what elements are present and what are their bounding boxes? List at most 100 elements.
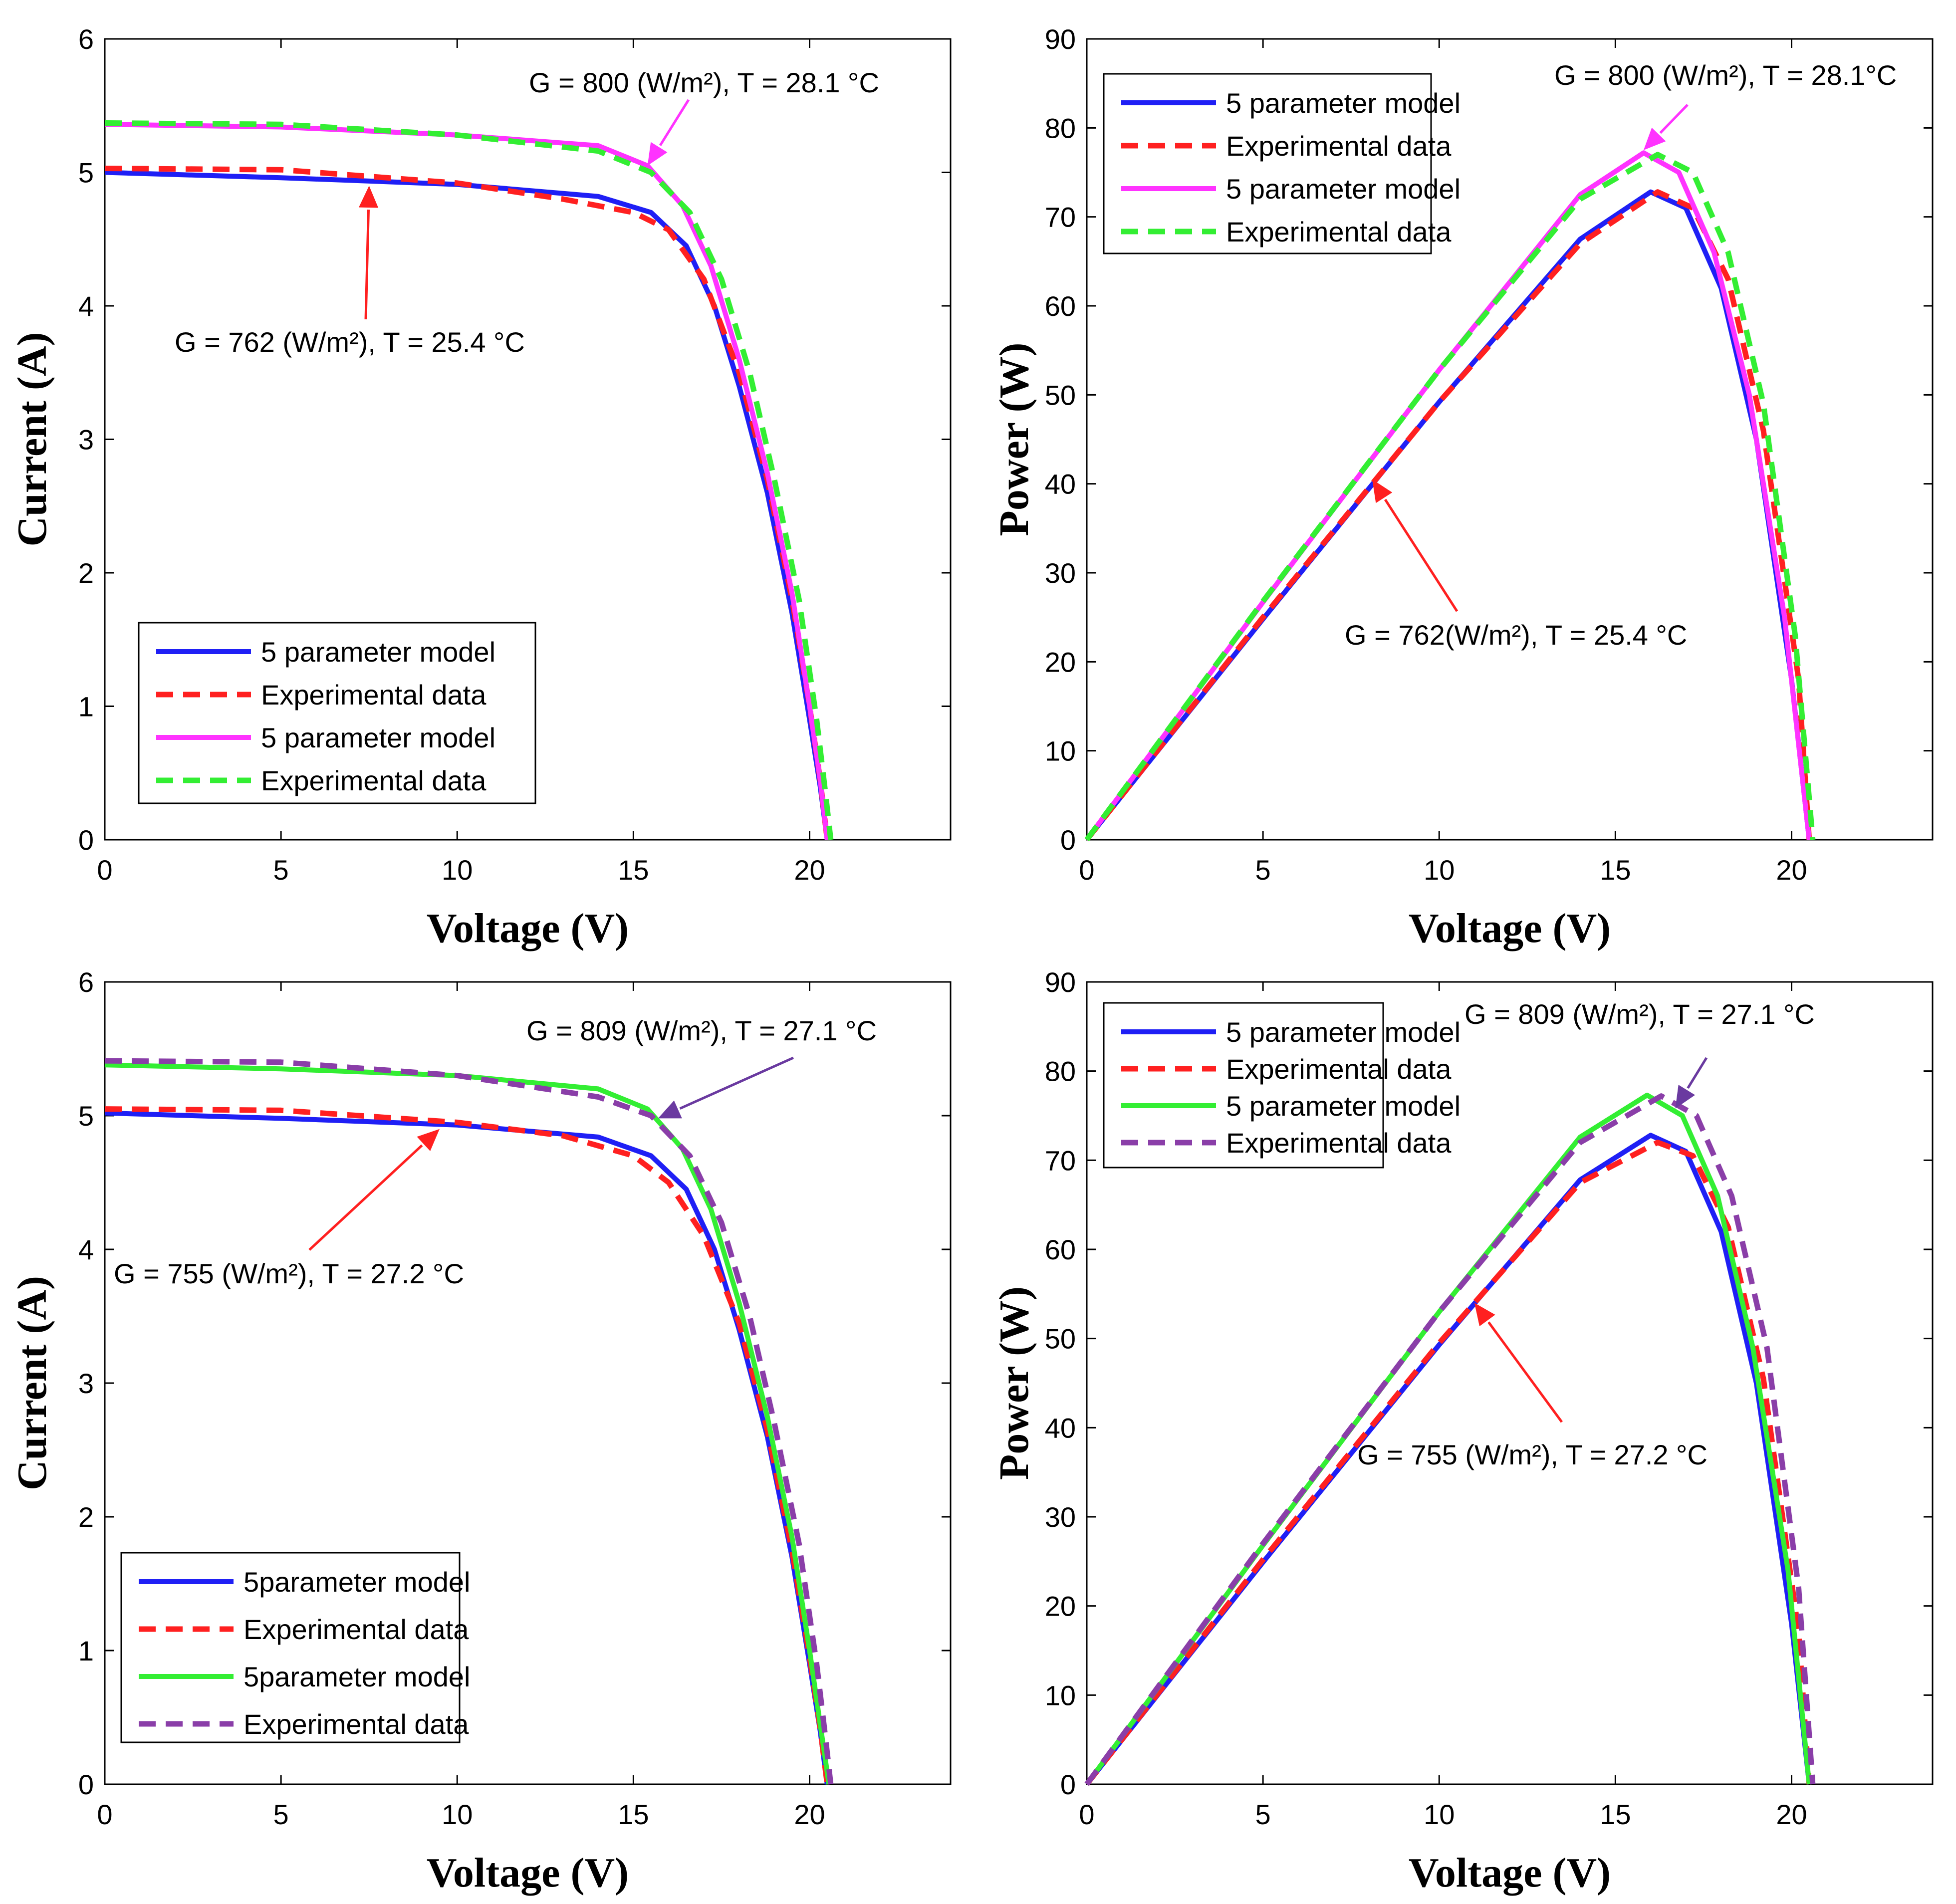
y-tick-label: 4 bbox=[78, 290, 94, 322]
legend-label-1: 5 parameter model bbox=[1226, 87, 1461, 119]
series-line-2 bbox=[104, 166, 830, 840]
x-tick-label: 0 bbox=[1079, 854, 1094, 886]
x-tick-label: 15 bbox=[1600, 1799, 1631, 1830]
annotation-arrowhead bbox=[417, 1129, 440, 1151]
legend-label-3: 5 parameter model bbox=[261, 722, 495, 753]
legend-label-4: Experimental data bbox=[1226, 216, 1452, 247]
y-tick-label: 5 bbox=[78, 157, 94, 189]
x-tick-label: 0 bbox=[1079, 1799, 1094, 1830]
legend-label-2: Experimental data bbox=[244, 1614, 469, 1645]
y-tick-label: 40 bbox=[1045, 1412, 1076, 1443]
y-tick-label: 30 bbox=[1045, 1501, 1076, 1533]
annotation-1: G = 800 (W/m²), T = 28.1 °C bbox=[529, 67, 879, 166]
annotation-arrowhead bbox=[1474, 1303, 1495, 1327]
legend: 5parameter model Experimental data 5parame… bbox=[120, 1552, 470, 1743]
annotation-arrow bbox=[679, 1056, 794, 1110]
legend-label-2: Experimental data bbox=[1226, 1053, 1452, 1085]
x-tick-label: 10 bbox=[1424, 854, 1455, 886]
series-line-1 bbox=[1085, 1133, 1812, 1786]
y-tick-label: 50 bbox=[1045, 379, 1076, 411]
legend-label-2: Experimental data bbox=[1226, 130, 1452, 162]
annotation-text: G = 762(W/m²), T = 25.4 °C bbox=[1345, 619, 1687, 651]
y-tick-label: 60 bbox=[1045, 1234, 1076, 1265]
y-tick-label: 70 bbox=[1045, 202, 1076, 233]
x-tick-label: 10 bbox=[1424, 1799, 1455, 1830]
annotation-1: G = 800 (W/m²), T = 28.1°C bbox=[1554, 59, 1897, 150]
annotation-2: G = 762(W/m²), T = 25.4 °C bbox=[1345, 479, 1687, 651]
x-tick-label: 15 bbox=[1600, 854, 1631, 886]
chart-panel-4: 0 5 10 15 20 0 10 20 30 40 50 60 70 80 90 Voltage (V) Po… bbox=[991, 966, 1934, 1896]
x-axis-label: Voltage (V) bbox=[1409, 1850, 1611, 1896]
y-tick-label: 2 bbox=[78, 1501, 94, 1533]
y-tick-label: 6 bbox=[78, 966, 94, 998]
annotation-arrow bbox=[659, 99, 690, 146]
y-tick-label: 4 bbox=[78, 1234, 94, 1265]
chart-panel-3: 0 5 10 15 20 0 1 2 3 4 5 6 Voltage (V) Current (A) 5pa… bbox=[9, 966, 952, 1896]
annotation-1: G = 809 (W/m²), T = 27.1 °C bbox=[1465, 998, 1815, 1109]
x-tick-label: 20 bbox=[1776, 1799, 1807, 1830]
annotation-text: G = 800 (W/m²), T = 28.1°C bbox=[1554, 59, 1897, 91]
series-line-2 bbox=[1084, 1140, 1812, 1786]
y-tick-label: 3 bbox=[78, 424, 94, 456]
legend: 5 parameter model Experimental data 5 para… bbox=[138, 622, 536, 804]
y-axis-label: Power (W) bbox=[991, 343, 1037, 536]
x-tick-label: 20 bbox=[1776, 854, 1807, 886]
y-tick-label: 80 bbox=[1045, 112, 1076, 144]
annotation-arrowhead bbox=[1643, 127, 1666, 150]
y-tick-label: 10 bbox=[1045, 1679, 1076, 1711]
y-tick-label: 60 bbox=[1045, 290, 1076, 322]
y-tick-label: 50 bbox=[1045, 1323, 1076, 1355]
series-line-2 bbox=[1084, 189, 1812, 842]
annotation-arrow bbox=[1487, 1321, 1563, 1423]
x-tick-label: 5 bbox=[1255, 854, 1271, 886]
x-tick-label: 20 bbox=[794, 1799, 825, 1830]
legend: 5 parameter model Experimental data 5 para… bbox=[1103, 73, 1461, 254]
legend-label-1: 5 parameter model bbox=[1226, 1016, 1461, 1048]
series-line-4 bbox=[104, 120, 834, 840]
annotation-arrow bbox=[1659, 104, 1689, 134]
annotation-text: G = 809 (W/m²), T = 27.1 °C bbox=[1465, 998, 1815, 1030]
legend-label-4: Experimental data bbox=[244, 1708, 469, 1740]
annotation-2: G = 755 (W/m²), T = 27.2 °C bbox=[1357, 1303, 1708, 1470]
legend: 5 parameter model Experimental data 5 para… bbox=[1103, 1002, 1461, 1169]
y-tick-label: 2 bbox=[78, 557, 94, 589]
annotation-arrowhead bbox=[359, 186, 379, 208]
y-tick-label: 0 bbox=[78, 824, 94, 856]
annotation-1: G = 809 (W/m²), T = 27.1 °C bbox=[526, 1015, 877, 1119]
legend-label-3: 5 parameter model bbox=[1226, 173, 1461, 205]
y-tick-label: 0 bbox=[1060, 1769, 1076, 1800]
series-line-4 bbox=[1084, 152, 1816, 842]
y-tick-label: 20 bbox=[1045, 1591, 1076, 1622]
y-tick-label: 0 bbox=[1060, 824, 1076, 856]
legend-label-3: 5 parameter model bbox=[1226, 1090, 1461, 1122]
y-tick-label: 90 bbox=[1045, 23, 1076, 55]
legend-label-4: Experimental data bbox=[1226, 1127, 1452, 1159]
y-tick-label: 6 bbox=[78, 23, 94, 55]
legend-box bbox=[120, 1552, 461, 1743]
annotation-arrow bbox=[1384, 498, 1459, 612]
series-line-4 bbox=[104, 1058, 834, 1785]
annotation-arrow bbox=[308, 1144, 423, 1251]
legend-label-4: Experimental data bbox=[261, 765, 487, 796]
y-tick-label: 1 bbox=[78, 691, 94, 722]
x-axis-label: Voltage (V) bbox=[427, 905, 629, 952]
series-line-2 bbox=[104, 1106, 830, 1785]
y-tick-label: 90 bbox=[1045, 966, 1076, 998]
y-axis-label: Power (W) bbox=[991, 1286, 1037, 1480]
x-tick-label: 5 bbox=[273, 854, 289, 886]
annotation-2: G = 762 (W/m²), T = 25.4 °C bbox=[175, 186, 525, 358]
x-tick-label: 10 bbox=[442, 854, 473, 886]
legend-label-1: 5 parameter model bbox=[261, 636, 495, 668]
legend-label-3: 5parameter model bbox=[244, 1661, 470, 1692]
chart-panel-1: 0 5 10 15 20 0 1 2 3 4 5 6 Voltage (V) Current (A) 5 p… bbox=[9, 23, 952, 952]
annotation-arrowhead bbox=[1372, 479, 1393, 503]
x-tick-label: 15 bbox=[618, 1799, 649, 1830]
annotation-text: G = 762 (W/m²), T = 25.4 °C bbox=[175, 326, 525, 358]
x-axis-label: Voltage (V) bbox=[1409, 905, 1611, 952]
annotation-2: G = 755 (W/m²), T = 27.2 °C bbox=[114, 1129, 464, 1289]
x-tick-label: 0 bbox=[97, 854, 112, 886]
y-axis-label: Current (A) bbox=[9, 332, 55, 546]
y-tick-label: 80 bbox=[1045, 1056, 1076, 1087]
x-axis-label: Voltage (V) bbox=[427, 1850, 629, 1896]
